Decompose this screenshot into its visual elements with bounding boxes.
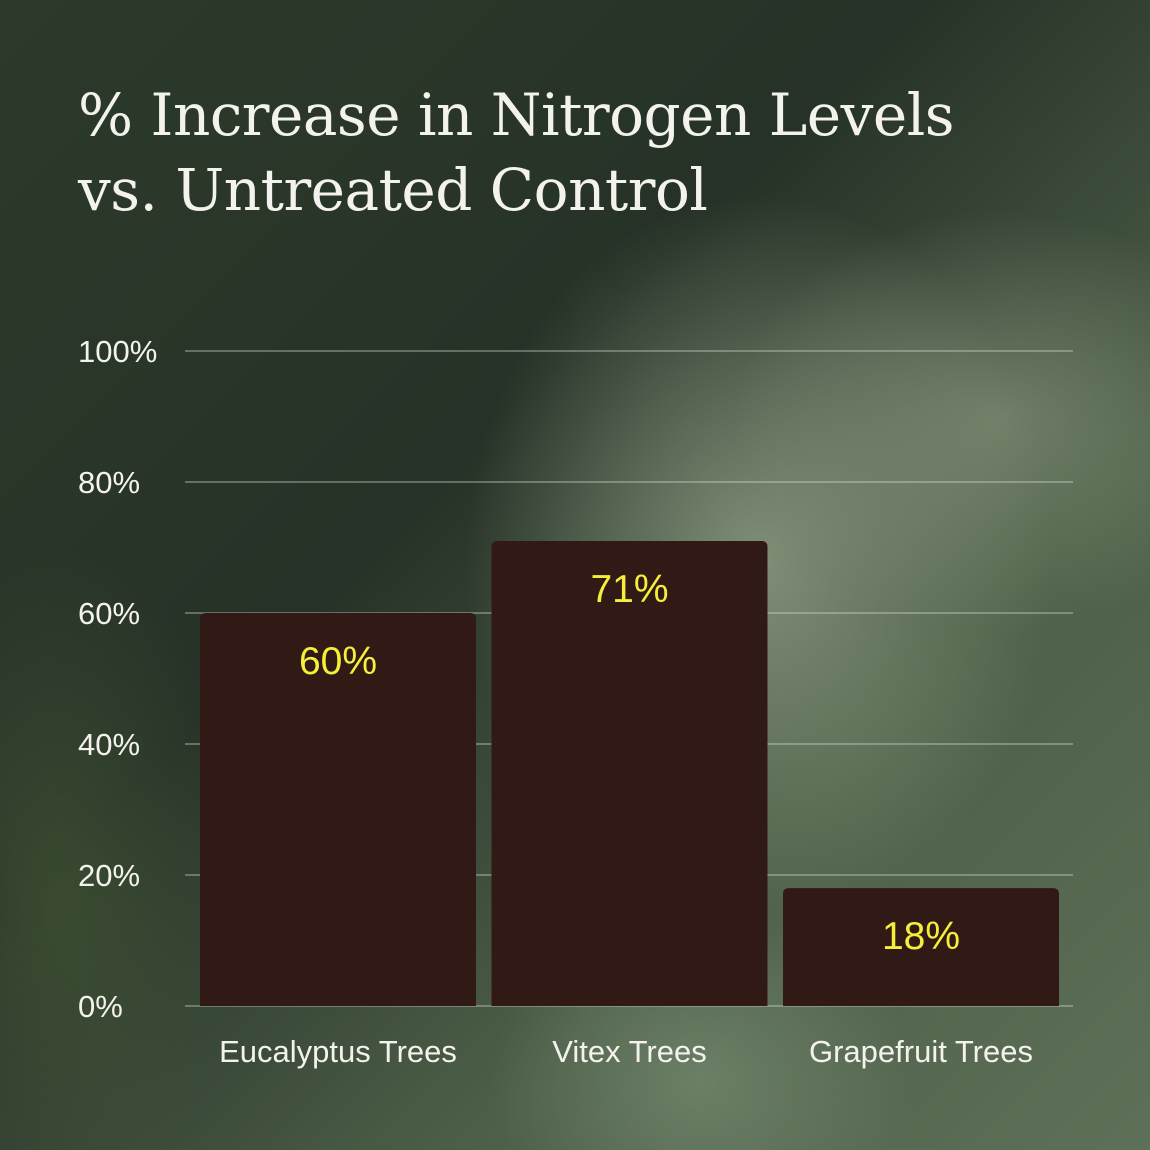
x-category-label: Vitex Trees (552, 1034, 707, 1069)
bar (491, 540, 768, 1006)
bar-data-label: 60% (299, 640, 377, 683)
y-tick-label: 60% (78, 596, 140, 631)
y-tick-label: 100% (78, 334, 157, 369)
x-category-label: Eucalyptus Trees (219, 1034, 457, 1069)
y-tick-label: 20% (78, 858, 140, 893)
chart-title-line-2: vs. Untreated Control (78, 156, 708, 224)
bar-data-label: 71% (590, 568, 668, 611)
y-tick-label: 80% (78, 465, 140, 500)
y-tick-label: 40% (78, 727, 140, 762)
bar (783, 888, 1059, 1006)
chart-title-line-1: % Increase in Nitrogen Levels (78, 81, 955, 149)
y-tick-label: 0% (78, 989, 123, 1024)
x-category-label: Grapefruit Trees (809, 1034, 1033, 1069)
chart-title: % Increase in Nitrogen Levels vs. Untrea… (78, 78, 1078, 228)
bar-data-label: 18% (882, 915, 960, 958)
bar (200, 613, 476, 1006)
